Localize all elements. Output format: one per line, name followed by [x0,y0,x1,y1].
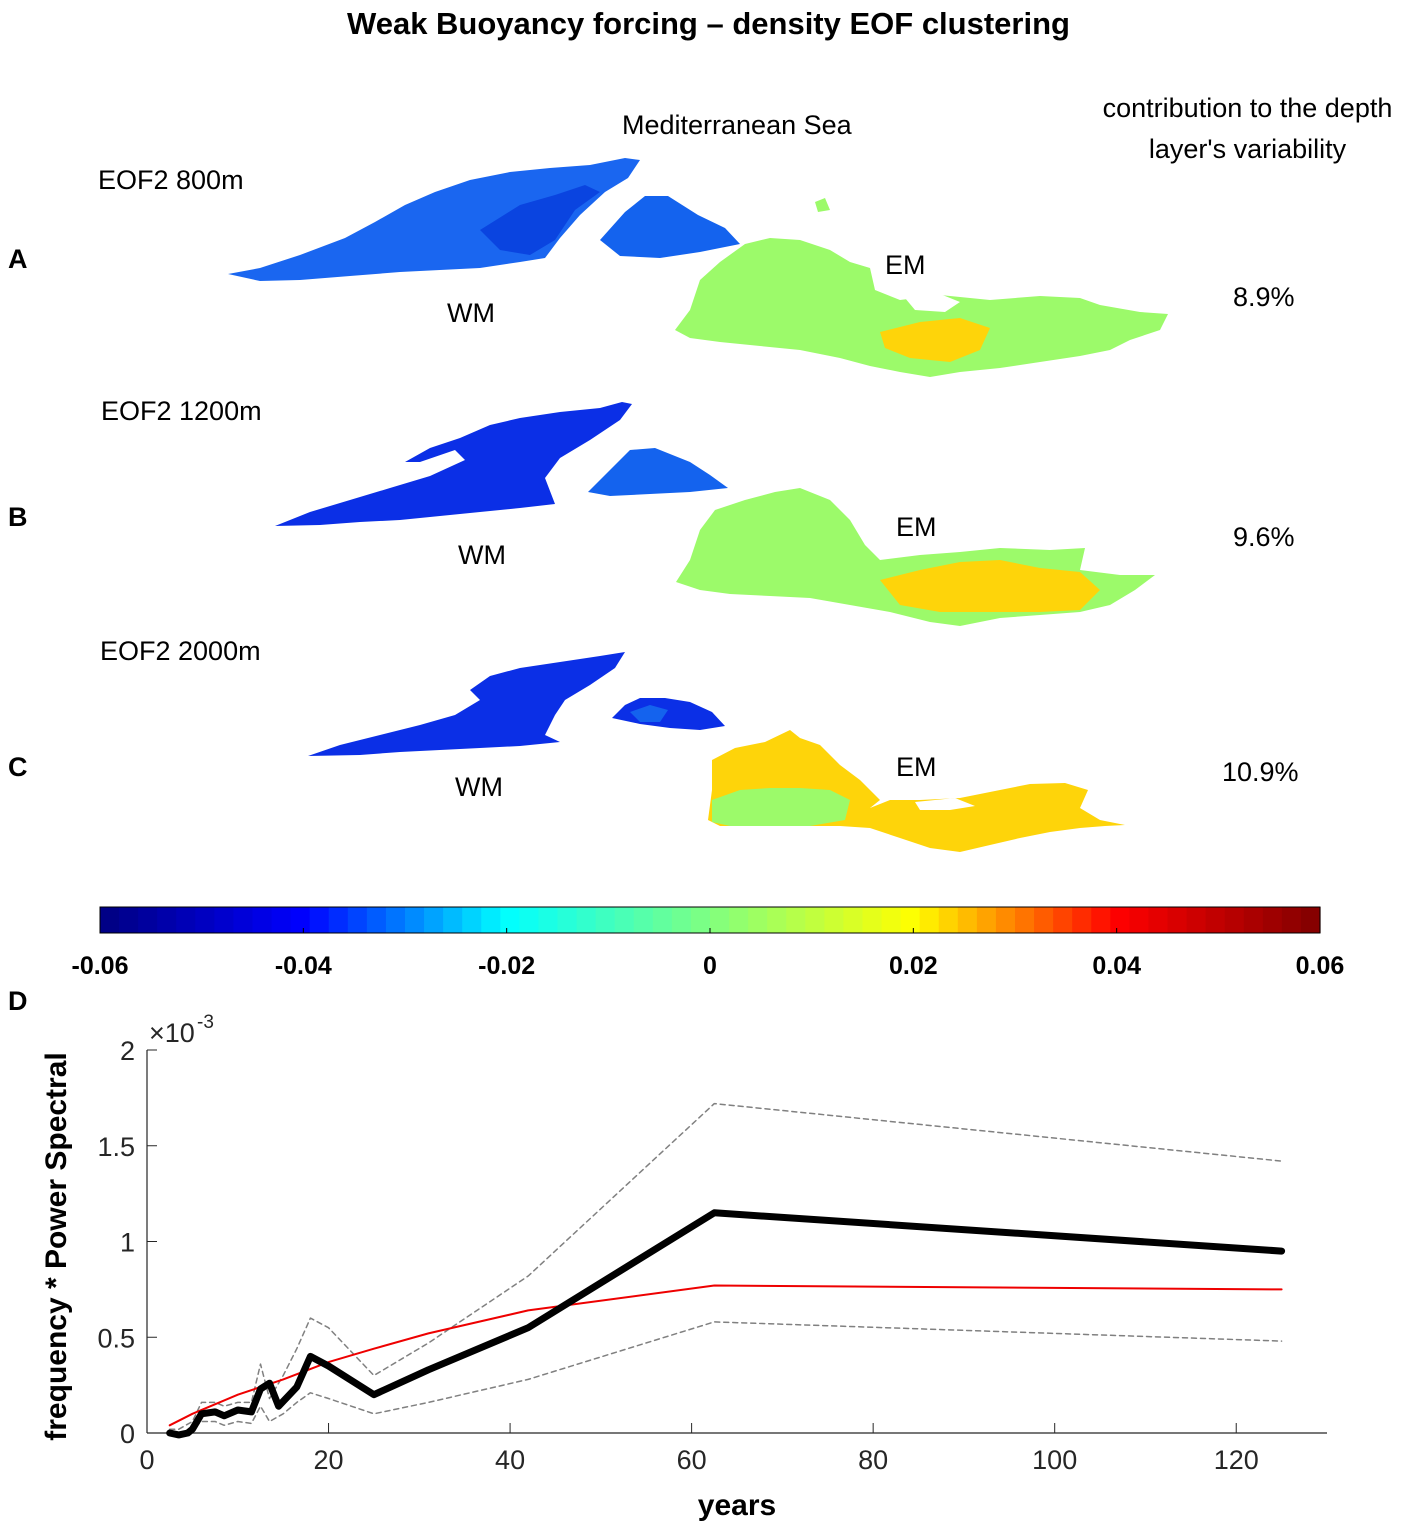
x-tick-label: 40 [495,1445,525,1475]
west-basin-a-deep [480,185,600,255]
east-basin-c-green [712,788,850,826]
panel-letter-b: B [8,502,28,532]
west-basin-b [275,402,632,526]
eof-label-a: EOF2 800m [98,165,244,195]
mediterranean-maps [228,158,1168,852]
figure-title: Weak Buoyancy forcing – density EOF clus… [347,6,1070,41]
series-lower-confidence [168,1321,1283,1434]
contribution-b: 9.6% [1233,522,1295,552]
panel-letter-a: A [8,244,28,274]
exponent-label: ×10 [149,1018,195,1048]
y-tick-label: 1 [120,1228,135,1258]
tyrrhenian-a [600,196,740,258]
panel-letter-d: D [8,986,28,1016]
wm-label-c: WM [455,772,503,802]
series-spectrum [166,1209,1286,1439]
x-tick-label: 80 [858,1445,888,1475]
y-axis-label: frequency * Power Spectral [40,1052,73,1440]
x-tick-label: 120 [1214,1445,1259,1475]
crete-gap-a [905,292,960,312]
panel-letter-c: C [8,752,28,782]
x-tick-label: 60 [677,1445,707,1475]
chart-plot: 0 20 40 60 80 100 120 0 0.5 1 1.5 2 ×10 -3 years freque… [40,1012,1327,1522]
y-tick-label: 0 [120,1419,135,1449]
x-tick-label: 0 [139,1445,154,1475]
series-red-noise [168,1284,1283,1427]
y-tick-label: 2 [120,1036,135,1066]
x-axis-label: years [698,1489,776,1522]
x-tick-label: 20 [314,1445,344,1475]
wm-label-a: WM [447,298,495,328]
aegean-islet-a [815,198,830,212]
west-basin-c [308,652,625,756]
tyrrhenian-c-light [630,705,668,722]
x-tick-label: 100 [1032,1445,1077,1475]
contribution-a: 8.9% [1233,282,1295,312]
map-panel-a [228,158,1168,377]
sea-label: Mediterranean Sea [622,110,852,140]
exponent-power: -3 [197,1012,214,1033]
crete-gap-c [915,798,975,810]
em-label-a: EM [885,250,926,280]
eof-label-b: EOF2 1200m [101,396,262,426]
em-label-b: EM [896,512,937,542]
tyrrhenian-b [588,448,728,496]
east-basin-b-yellow [880,560,1100,612]
contribution-c: 10.9% [1222,757,1299,787]
wm-label-b: WM [458,540,506,570]
map-panel-b [275,402,1155,626]
series-upper-confidence [168,1102,1283,1430]
y-tick-label: 0.5 [97,1323,135,1353]
y-tick-label: 1.5 [97,1132,135,1162]
map-panel-c [308,652,1125,852]
eof-label-c: EOF2 2000m [100,636,261,666]
em-label-c: EM [896,752,937,782]
east-basin-a-yellow [880,318,990,362]
contribution-header: contribution to the depth layer's variab… [1102,93,1393,164]
